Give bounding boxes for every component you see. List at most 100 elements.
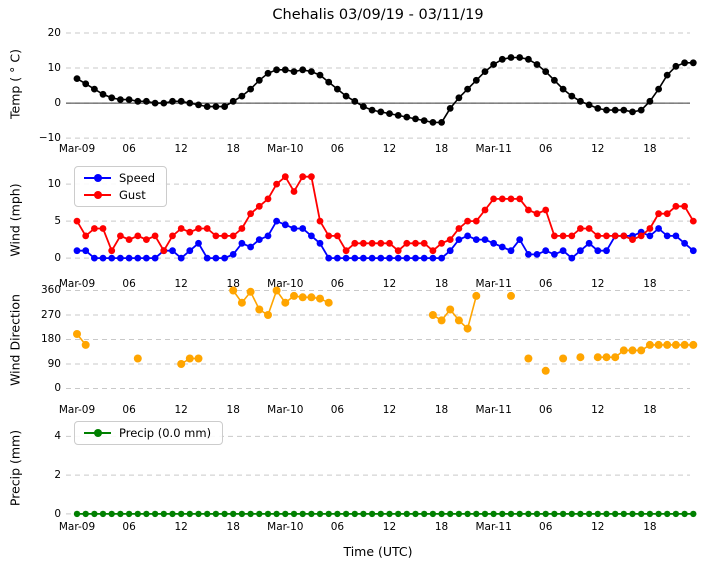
x-tick-label: 06 — [122, 521, 136, 533]
temp-data-point — [255, 76, 263, 84]
precip-data-point — [264, 510, 272, 518]
temp-data-point — [195, 101, 202, 109]
temp-data-point — [446, 105, 454, 112]
gust-data-point — [143, 236, 150, 243]
x-tick-label: Mar-09 — [58, 521, 96, 533]
speed-data-point — [368, 254, 376, 262]
x-tick-label: Mar-10 — [267, 278, 304, 290]
x-tick-label: 18 — [643, 404, 657, 416]
speed-data-point — [594, 247, 602, 255]
x-tick-label: 06 — [122, 404, 136, 416]
legend-line-marker-icon — [84, 191, 111, 199]
gust-data-point — [551, 232, 558, 240]
speed-data-point — [203, 254, 211, 262]
gust-data-point — [394, 247, 402, 255]
speed-data-point — [481, 236, 489, 243]
gust-data-point — [568, 232, 576, 240]
gust-data-point — [438, 239, 445, 247]
direction-data-point — [611, 353, 620, 362]
gust-data-point — [203, 225, 211, 232]
precip-data-point — [646, 510, 654, 518]
x-tick-label: 06 — [539, 404, 553, 416]
speed-data-point — [186, 247, 194, 255]
precip-data-point — [368, 510, 376, 518]
temp-data-point — [438, 119, 445, 126]
temp-data-point — [73, 75, 81, 82]
speed-data-point — [672, 232, 680, 240]
speed-data-point — [360, 254, 367, 262]
gust-data-point — [212, 232, 220, 240]
precip-data-point — [143, 510, 150, 518]
gust-data-point — [507, 195, 515, 203]
speed-data-point — [117, 254, 124, 262]
gust-data-point — [464, 217, 471, 225]
x-tick-label: 18 — [434, 521, 449, 533]
x-tick-label: 06 — [330, 278, 345, 290]
precip-data-point — [230, 510, 237, 518]
temp-data-point — [308, 68, 315, 75]
temp-data-point — [386, 110, 393, 117]
speed-data-point — [221, 254, 229, 262]
gust-data-point — [247, 210, 255, 218]
gust-data-point — [299, 173, 307, 181]
precip-data-point — [490, 510, 497, 518]
gust-data-point — [290, 188, 298, 195]
legend-line-marker-icon — [84, 174, 111, 182]
y-tick-label: 5 — [54, 215, 61, 228]
temp-data-point — [368, 106, 376, 114]
temp-data-point — [429, 119, 437, 126]
gust-data-point — [403, 239, 411, 247]
gust-data-point — [446, 236, 454, 243]
x-tick-label: 18 — [226, 521, 240, 533]
direction-data-point — [133, 354, 142, 363]
direction-data-point — [524, 354, 533, 363]
precip-data-point — [377, 510, 384, 518]
temp-data-point — [455, 94, 463, 102]
speed-data-point — [498, 243, 506, 251]
precip-data-point — [160, 510, 167, 518]
wind-panel — [66, 173, 697, 262]
speed-data-point — [646, 232, 654, 240]
speed-data-point — [455, 236, 463, 243]
direction-data-point — [316, 294, 324, 303]
temp-data-point — [238, 92, 246, 100]
speed-data-point — [507, 247, 515, 255]
speed-data-point — [143, 254, 150, 262]
precip-data-point — [273, 510, 280, 518]
gust-data-point — [221, 232, 229, 240]
gust-data-point — [82, 232, 90, 240]
gust-data-point — [377, 239, 385, 247]
legend-dot-icon — [93, 174, 102, 182]
temp-data-point — [681, 59, 688, 67]
gust-data-point — [455, 225, 463, 232]
speed-data-point — [169, 247, 176, 255]
temp-data-point — [655, 85, 662, 93]
precip-data-point — [386, 510, 393, 518]
direction-data-point — [593, 353, 602, 362]
temp-data-point — [585, 101, 593, 109]
speed-data-point — [99, 254, 107, 262]
gust-data-point — [325, 232, 333, 240]
precip-data-point — [186, 510, 193, 518]
speed-data-point — [177, 254, 185, 262]
precip-data-point — [664, 510, 671, 518]
temp-data-point — [273, 66, 280, 74]
speed-data-point — [212, 254, 220, 262]
direction-data-point — [237, 298, 246, 307]
speed-data-point — [247, 243, 255, 251]
temp-data-point — [594, 105, 602, 112]
gust-data-point — [655, 210, 662, 218]
x-tick-label: 06 — [330, 521, 345, 533]
precip-data-point — [672, 510, 680, 518]
temp-data-point — [559, 85, 567, 93]
precip-data-point — [551, 510, 558, 518]
precip-data-point — [516, 510, 523, 518]
direction-data-point — [628, 346, 637, 355]
y-tick-label: 0 — [54, 252, 61, 265]
temp-data-point — [299, 66, 307, 74]
precip-data-point — [594, 510, 601, 518]
direction-data-point — [437, 316, 446, 325]
legend-dot-icon — [93, 191, 102, 199]
precip-data-point — [169, 510, 176, 518]
speed-data-point — [585, 239, 593, 247]
